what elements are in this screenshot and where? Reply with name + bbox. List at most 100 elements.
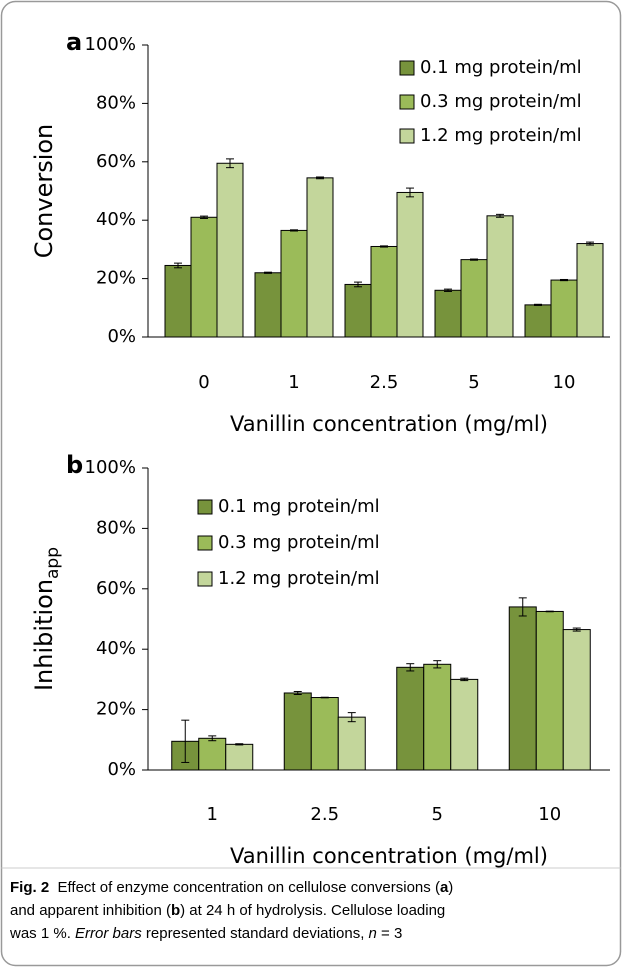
bar	[508, 606, 537, 771]
error-bar	[235, 743, 244, 746]
x-tick-label: 10	[553, 372, 576, 393]
x-tick-label: 1	[288, 372, 299, 393]
bar	[450, 678, 479, 771]
x-tick-label: 1	[207, 804, 218, 825]
x-tick-label: 0	[198, 372, 209, 393]
error-bar	[320, 696, 329, 699]
error-bar	[181, 719, 190, 763]
bar	[524, 304, 552, 338]
y-tick-label: 60%	[96, 151, 136, 172]
caption-run: = 3	[377, 925, 402, 942]
caption-run: b	[171, 902, 180, 919]
bar	[344, 283, 372, 338]
y-axis-title-main: Conversion	[30, 124, 58, 259]
bar	[164, 264, 192, 338]
caption-run: Fig. 2	[10, 879, 49, 896]
y-axis-title: Inhibitionapp	[30, 547, 63, 691]
y-tick-label: 100%	[85, 34, 136, 55]
y-tick-label: 80%	[96, 517, 136, 538]
y-tick-label: 0%	[107, 759, 136, 780]
x-tick-label: 2.5	[310, 804, 339, 825]
bar	[535, 610, 564, 771]
bar	[370, 245, 398, 338]
y-axis-title-main: Inhibition	[30, 579, 58, 691]
error-bar	[433, 660, 442, 669]
error-bar	[534, 303, 542, 306]
y-tick-label: 100%	[85, 457, 136, 478]
caption-run: a	[440, 879, 449, 896]
caption-run: represented standard deviations,	[142, 925, 369, 942]
y-tick-label: 20%	[96, 268, 136, 289]
x-tick-label: 2.5	[370, 372, 399, 393]
legend-swatch	[197, 535, 213, 551]
x-tick-label: 5	[432, 804, 443, 825]
bar	[486, 215, 514, 338]
bar	[460, 259, 488, 338]
error-bar	[518, 597, 527, 617]
legend-swatch	[399, 94, 415, 110]
error-bar	[293, 690, 302, 695]
bar	[396, 191, 424, 338]
bar	[310, 697, 339, 771]
y-tick-label: 60%	[96, 578, 136, 599]
error-bar	[380, 245, 388, 248]
error-bar	[316, 176, 324, 180]
error-bar	[496, 213, 504, 218]
bar	[396, 666, 425, 771]
y-axis-title: Conversion	[30, 124, 58, 259]
bar	[216, 162, 244, 338]
legend-label: 0.1 mg protein/ml	[218, 496, 380, 517]
error-bar	[264, 271, 272, 274]
y-tick-label: 40%	[96, 638, 136, 659]
x-axis-title: Vanillin concentration (mg/ml)	[230, 844, 548, 868]
bar	[337, 716, 366, 771]
error-bar	[226, 158, 234, 169]
error-bar	[290, 229, 298, 232]
bar	[283, 692, 312, 771]
legend-label: 1.2 mg protein/ml	[218, 568, 380, 589]
bar	[198, 737, 227, 771]
legend-label: 0.3 mg protein/ml	[218, 532, 380, 553]
caption-run: Effect of enzyme concentration on cellul…	[49, 879, 440, 896]
error-bar	[174, 262, 182, 269]
caption-line: Fig. 2 Effect of enzyme concentration on…	[10, 879, 453, 896]
y-tick-label: 80%	[96, 92, 136, 113]
caption-run: Error bars	[75, 925, 142, 942]
error-bar	[354, 281, 362, 288]
caption-line: was 1 %. Error bars represented standard…	[9, 925, 402, 942]
legend-label: 1.2 mg protein/ml	[420, 125, 582, 146]
error-bar	[572, 627, 581, 632]
bar	[190, 216, 218, 338]
bar	[576, 243, 604, 338]
legend-label: 0.1 mg protein/ml	[420, 57, 582, 78]
bar	[280, 229, 308, 338]
caption-run: and apparent inhibition (	[10, 902, 171, 919]
bar	[562, 629, 591, 771]
error-bar	[586, 241, 594, 246]
error-bar	[560, 278, 568, 282]
y-tick-label: 20%	[96, 699, 136, 720]
bar	[306, 177, 334, 338]
legend-swatch	[197, 571, 213, 587]
error-bar	[406, 187, 414, 198]
legend-label: 0.3 mg protein/ml	[420, 91, 582, 112]
caption-run: )	[448, 879, 453, 896]
legend-swatch	[197, 499, 213, 515]
error-bar	[470, 258, 478, 261]
error-bar	[444, 288, 452, 292]
bar	[254, 272, 282, 338]
y-tick-label: 0%	[107, 326, 136, 347]
x-axis-title: Vanillin concentration (mg/ml)	[230, 412, 548, 436]
panel-label: a	[66, 28, 82, 56]
legend-swatch	[399, 128, 415, 144]
bar	[434, 289, 462, 338]
error-bar	[460, 677, 469, 682]
x-tick-label: 5	[468, 372, 479, 393]
y-axis-title-sub: app	[43, 547, 63, 579]
caption-run: ) at 24 h of hydrolysis. Cellulose loadi…	[180, 902, 445, 919]
caption-line: and apparent inhibition (b) at 24 h of h…	[10, 902, 445, 919]
bar	[550, 279, 578, 338]
error-bar	[406, 663, 415, 672]
